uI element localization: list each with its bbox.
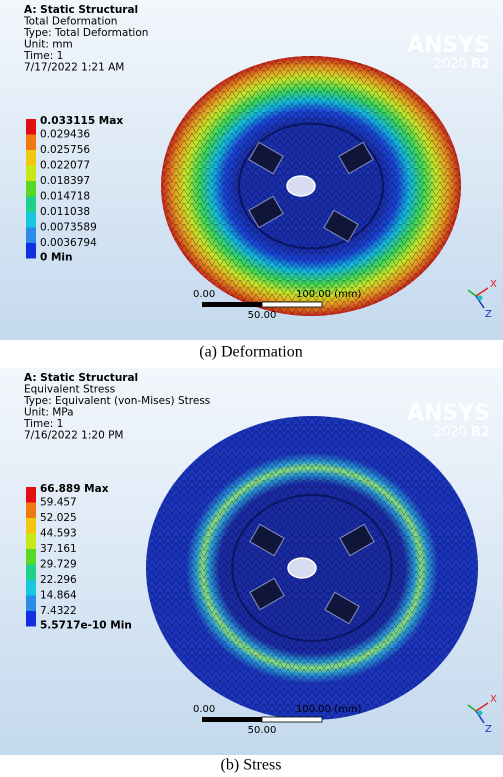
figure: A: Static StructuralTotal DeformationTyp… (0, 0, 503, 777)
legend-label: 7.4322 (40, 605, 77, 617)
version-year: 2020 (434, 425, 471, 440)
legend-swatch (26, 534, 36, 550)
scale-bar-light (262, 302, 322, 307)
legend-swatch (26, 135, 36, 151)
legend-label: 0.018397 (40, 175, 90, 187)
caption: (b) Stress (221, 757, 282, 774)
caption: (a) Deformation (199, 344, 303, 361)
legend-swatch (26, 518, 36, 534)
scale-bar-light (262, 717, 322, 722)
legend-label: 52.025 (40, 512, 77, 524)
legend-swatch (26, 596, 36, 612)
header-line: Equivalent Stress (24, 384, 115, 396)
legend-label: 37.161 (40, 543, 77, 555)
legend-swatch (26, 549, 36, 565)
axis-z-label: Z (485, 724, 492, 735)
axis-z-label: Z (485, 309, 492, 320)
legend-label: 0.014718 (40, 191, 90, 203)
legend-label: 14.864 (40, 590, 77, 602)
legend-swatch (26, 212, 36, 228)
header-line: A: Static Structural (24, 4, 138, 16)
version: 2020 R2 (434, 57, 490, 72)
legend-label: 0.025756 (40, 144, 90, 156)
header-line: Total Deformation (23, 16, 117, 28)
axis-x-label: X (490, 279, 497, 290)
legend-label: 0.0036794 (40, 237, 97, 249)
legend-swatch (26, 580, 36, 596)
brand: ANSYS (407, 401, 490, 426)
version-year: 2020 (434, 57, 471, 72)
header-line: 7/17/2022 1:21 AM (24, 62, 124, 74)
scale-bar-dark (202, 717, 262, 722)
legend-label: 0.022077 (40, 160, 90, 172)
legend-label: 44.593 (40, 528, 77, 540)
legend-label: 66.889 Max (40, 483, 109, 495)
header-line: 7/16/2022 1:20 PM (24, 430, 123, 442)
legend-swatch (26, 503, 36, 519)
header-line: A: Static Structural (24, 372, 138, 384)
legend-swatch (26, 243, 36, 259)
legend-label: 0 Min (40, 252, 72, 264)
scale-bar-dark (202, 302, 262, 307)
legend-swatch (26, 611, 36, 627)
legend-label: 59.457 (40, 497, 77, 509)
hub (288, 558, 316, 578)
legend-label: 29.729 (40, 559, 77, 571)
header-line: Time: 1 (23, 418, 63, 430)
legend-label: 0.033115 Max (40, 115, 123, 127)
legend-swatch (26, 487, 36, 503)
legend-swatch (26, 166, 36, 182)
header-line: Time: 1 (23, 50, 63, 62)
scale-end: 100.00 (mm) (296, 289, 362, 300)
legend-swatch (26, 150, 36, 166)
axis-x-label: X (490, 694, 497, 705)
legend-swatch (26, 181, 36, 197)
legend-swatch (26, 119, 36, 135)
legend-label: 5.5717e-10 Min (40, 620, 132, 632)
version-release: R2 (471, 425, 490, 440)
scale-end: 100.00 (mm) (296, 704, 362, 715)
legend-swatch (26, 228, 36, 244)
legend-swatch (26, 197, 36, 213)
scale-start: 0.00 (193, 289, 215, 300)
triad-origin (478, 711, 483, 716)
hub (287, 176, 315, 196)
brand: ANSYS (407, 33, 490, 58)
header-line: Type: Total Deformation (23, 27, 148, 39)
legend-label: 0.0073589 (40, 222, 97, 234)
version: 2020 R2 (434, 425, 490, 440)
legend-label: 0.011038 (40, 206, 90, 218)
legend-label: 22.296 (40, 574, 77, 586)
triad-origin (478, 296, 483, 301)
header-line: Type: Equivalent (von-Mises) Stress (23, 395, 210, 407)
header-line: Unit: mm (24, 39, 73, 51)
legend-label: 0.029436 (40, 129, 90, 141)
scale-mid: 50.00 (248, 310, 277, 321)
legend-swatch (26, 565, 36, 581)
version-release: R2 (471, 57, 490, 72)
header-line: Unit: MPa (24, 407, 74, 419)
scale-mid: 50.00 (248, 725, 277, 736)
scale-start: 0.00 (193, 704, 215, 715)
